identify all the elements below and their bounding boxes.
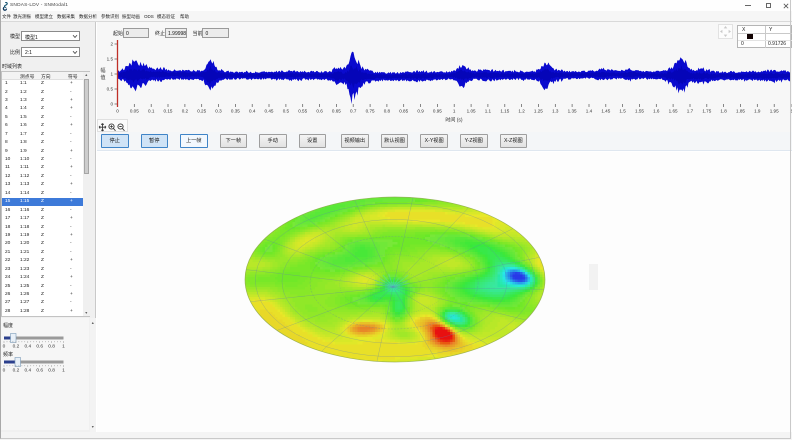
svg-text:0.8: 0.8: [48, 368, 55, 374]
svg-text:1.7: 1.7: [687, 109, 694, 114]
svg-text:0.2: 0.2: [13, 344, 20, 350]
svg-text:0.45: 0.45: [265, 109, 274, 114]
svg-text:0: 0: [110, 102, 113, 107]
svg-text:0.3: 0.3: [215, 109, 222, 114]
svg-text:1: 1: [110, 72, 113, 77]
svg-text:时间 (s): 时间 (s): [445, 117, 463, 124]
svg-text:0.55: 0.55: [298, 109, 307, 114]
svg-text:0.85: 0.85: [399, 109, 408, 114]
svg-text:0.4: 0.4: [249, 109, 256, 114]
svg-text:1.5: 1.5: [107, 57, 114, 62]
svg-text:0.7: 0.7: [350, 109, 357, 114]
svg-text:1.45: 1.45: [601, 109, 610, 114]
svg-text:0.9: 0.9: [417, 109, 424, 114]
svg-text:2: 2: [110, 42, 113, 47]
svg-text:1.85: 1.85: [736, 109, 745, 114]
svg-text:1.4: 1.4: [586, 109, 593, 114]
svg-text:0.2: 0.2: [182, 109, 189, 114]
svg-text:0.05: 0.05: [130, 109, 139, 114]
svg-text:0.6: 0.6: [316, 109, 323, 114]
svg-text:1.55: 1.55: [635, 109, 644, 114]
svg-text:1.25: 1.25: [534, 109, 543, 114]
svg-text:0.25: 0.25: [197, 109, 206, 114]
svg-text:0: 0: [3, 344, 6, 350]
svg-text:0.5: 0.5: [107, 87, 114, 92]
svg-text:1: 1: [453, 109, 456, 114]
svg-text:1.9: 1.9: [754, 109, 761, 114]
svg-text:幅: 幅: [100, 67, 105, 74]
svg-text:0.95: 0.95: [433, 109, 442, 114]
svg-text:1.8: 1.8: [720, 109, 727, 114]
svg-text:0.75: 0.75: [366, 109, 375, 114]
svg-text:0.6: 0.6: [36, 344, 43, 350]
svg-text:1.5: 1.5: [619, 109, 626, 114]
svg-text:1.75: 1.75: [702, 109, 711, 114]
svg-text:1.05: 1.05: [467, 109, 476, 114]
svg-text:0.4: 0.4: [24, 344, 31, 350]
svg-text:值: 值: [100, 74, 105, 81]
svg-text:1.3: 1.3: [552, 109, 559, 114]
svg-text:0.4: 0.4: [24, 368, 31, 374]
svg-text:0.15: 0.15: [164, 109, 173, 114]
svg-text:1.15: 1.15: [500, 109, 509, 114]
svg-text:0: 0: [116, 109, 119, 114]
svg-text:1: 1: [62, 344, 65, 350]
svg-text:1.6: 1.6: [653, 109, 660, 114]
svg-text:1.2: 1.2: [518, 109, 525, 114]
svg-text:0.2: 0.2: [13, 368, 20, 374]
svg-text:0.5: 0.5: [283, 109, 290, 114]
svg-text:0.8: 0.8: [48, 344, 55, 350]
svg-text:1.95: 1.95: [770, 109, 779, 114]
svg-text:1: 1: [62, 368, 65, 374]
svg-text:1.35: 1.35: [568, 109, 577, 114]
svg-text:0: 0: [3, 368, 6, 374]
svg-text:1.1: 1.1: [485, 109, 492, 114]
svg-text:0.8: 0.8: [384, 109, 391, 114]
svg-text:0.35: 0.35: [231, 109, 240, 114]
svg-text:1.65: 1.65: [669, 109, 678, 114]
svg-text:0.65: 0.65: [332, 109, 341, 114]
svg-text:0.6: 0.6: [36, 368, 43, 374]
svg-text:0.1: 0.1: [148, 109, 155, 114]
